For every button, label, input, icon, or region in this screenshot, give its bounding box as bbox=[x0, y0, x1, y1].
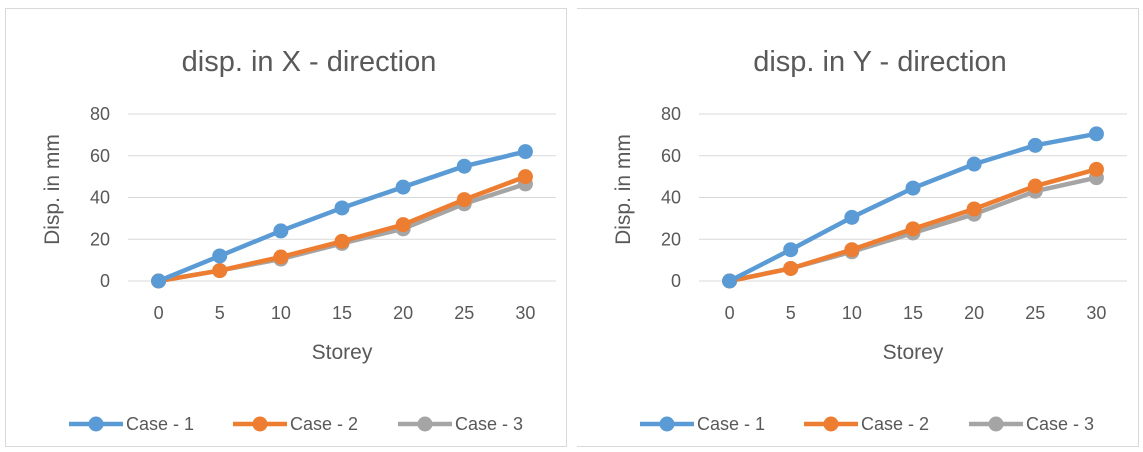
data-point bbox=[783, 242, 799, 258]
legend-label: Case - 3 bbox=[455, 414, 523, 434]
x-tick-label: 15 bbox=[903, 303, 923, 323]
x-axis-title: Storey bbox=[312, 341, 373, 364]
data-point bbox=[456, 158, 472, 174]
x-tick-label: 20 bbox=[393, 303, 413, 323]
data-point bbox=[273, 249, 289, 265]
y-tick-label: 40 bbox=[90, 188, 110, 208]
data-point bbox=[905, 180, 921, 196]
data-point bbox=[395, 217, 411, 233]
data-point bbox=[212, 263, 228, 279]
legend-marker bbox=[659, 416, 675, 432]
chart-panel-y-direction: disp. in Y - direction 0 20 40 60 80 0 5 10 15 20 2… bbox=[577, 8, 1139, 447]
data-point bbox=[517, 169, 533, 185]
x-tick-label: 5 bbox=[786, 303, 796, 323]
legend-marker bbox=[823, 416, 839, 432]
x-tick-label: 0 bbox=[725, 303, 735, 323]
x-tick-label: 25 bbox=[454, 303, 474, 323]
x-tick-label: 15 bbox=[332, 303, 352, 323]
x-tick-label: 25 bbox=[1025, 303, 1045, 323]
data-point bbox=[844, 242, 860, 258]
legend-marker bbox=[88, 416, 104, 432]
legend-marker bbox=[252, 416, 268, 432]
data-point bbox=[334, 233, 350, 249]
data-point bbox=[456, 192, 472, 208]
legend-label: Case - 1 bbox=[126, 414, 194, 434]
x-tick-label: 10 bbox=[842, 303, 862, 323]
data-point bbox=[334, 200, 350, 216]
y-tick-label: 80 bbox=[90, 104, 110, 124]
chart-title: disp. in Y - direction bbox=[753, 46, 1007, 78]
legend-label: Case - 3 bbox=[1026, 414, 1094, 434]
legend-marker bbox=[417, 416, 433, 432]
series-line bbox=[156, 149, 528, 284]
y-tick-label: 20 bbox=[661, 229, 681, 249]
legend-label: Case - 2 bbox=[290, 414, 358, 434]
chart-title: disp. in X - direction bbox=[182, 46, 437, 78]
data-point bbox=[783, 260, 799, 276]
x-tick-label: 0 bbox=[154, 303, 164, 323]
data-point bbox=[395, 179, 411, 195]
legend-marker bbox=[988, 416, 1004, 432]
x-axis-title: Storey bbox=[883, 341, 944, 364]
legend-label: Case - 1 bbox=[697, 414, 765, 434]
data-point bbox=[151, 273, 167, 289]
y-tick-label: 0 bbox=[671, 271, 681, 291]
x-tick-label: 5 bbox=[215, 303, 225, 323]
chart-svg-y-direction: disp. in Y - direction 0 20 40 60 80 0 5 10 15 20 2… bbox=[612, 46, 1127, 434]
data-point bbox=[844, 209, 860, 225]
y-tick-label: 80 bbox=[661, 104, 681, 124]
data-point bbox=[1088, 126, 1104, 142]
data-point bbox=[905, 221, 921, 237]
y-tick-label: 20 bbox=[90, 229, 110, 249]
chart-panel-x-direction: disp. in X - direction 0 20 40 60 80 0 5 10 15 20 2… bbox=[5, 8, 567, 447]
y-tick-label: 60 bbox=[661, 146, 681, 166]
data-point bbox=[966, 201, 982, 217]
data-point bbox=[722, 273, 738, 289]
data-point bbox=[273, 223, 289, 239]
x-tick-label: 30 bbox=[1086, 303, 1106, 323]
data-point bbox=[212, 248, 228, 264]
y-axis-title: Disp. in mm bbox=[612, 134, 635, 245]
data-point bbox=[1027, 137, 1043, 153]
x-tick-label: 20 bbox=[964, 303, 984, 323]
data-point bbox=[1027, 178, 1043, 194]
y-tick-label: 40 bbox=[661, 188, 681, 208]
data-point bbox=[966, 156, 982, 172]
legend-label: Case - 2 bbox=[861, 414, 929, 434]
series-line bbox=[156, 174, 528, 284]
x-tick-label: 10 bbox=[271, 303, 291, 323]
data-point bbox=[1088, 161, 1104, 177]
x-tick-label: 30 bbox=[515, 303, 535, 323]
y-tick-label: 60 bbox=[90, 146, 110, 166]
data-point bbox=[517, 144, 533, 160]
chart-svg-x-direction: disp. in X - direction 0 20 40 60 80 0 5 10 15 20 2… bbox=[41, 46, 556, 434]
y-axis-title: Disp. in mm bbox=[41, 134, 64, 245]
y-tick-label: 0 bbox=[100, 271, 110, 291]
